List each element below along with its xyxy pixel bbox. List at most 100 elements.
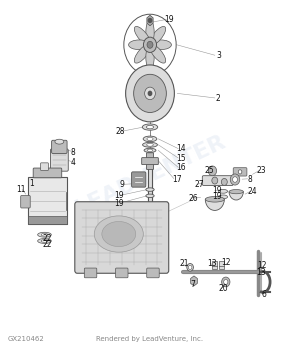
Circle shape <box>232 177 237 182</box>
Text: 19: 19 <box>212 186 222 195</box>
FancyBboxPatch shape <box>116 268 128 278</box>
FancyBboxPatch shape <box>75 202 169 273</box>
Text: 27: 27 <box>194 180 204 189</box>
Text: 24: 24 <box>248 187 257 196</box>
Text: 8: 8 <box>247 175 252 184</box>
Ellipse shape <box>188 265 192 270</box>
Text: 12: 12 <box>221 258 230 267</box>
FancyBboxPatch shape <box>52 140 67 153</box>
Text: 26: 26 <box>188 194 198 203</box>
FancyBboxPatch shape <box>147 268 159 278</box>
Text: 19: 19 <box>114 191 124 200</box>
Circle shape <box>222 277 230 287</box>
Circle shape <box>230 174 240 185</box>
Circle shape <box>238 170 242 174</box>
FancyBboxPatch shape <box>29 178 68 225</box>
Bar <box>219 261 224 270</box>
Text: 8: 8 <box>70 148 75 157</box>
Text: 19: 19 <box>212 192 222 201</box>
Text: 3: 3 <box>216 51 221 60</box>
Text: 23: 23 <box>256 166 266 175</box>
Ellipse shape <box>38 232 51 237</box>
FancyBboxPatch shape <box>21 196 30 208</box>
FancyBboxPatch shape <box>28 177 67 224</box>
Circle shape <box>148 91 152 96</box>
Circle shape <box>212 177 218 184</box>
FancyBboxPatch shape <box>146 153 154 169</box>
Ellipse shape <box>219 189 228 193</box>
Ellipse shape <box>142 142 158 147</box>
Ellipse shape <box>55 139 64 144</box>
Text: GX210462: GX210462 <box>7 336 44 342</box>
Text: 21: 21 <box>179 259 189 268</box>
Circle shape <box>148 19 152 22</box>
FancyBboxPatch shape <box>50 149 68 171</box>
Ellipse shape <box>150 40 171 50</box>
Bar <box>28 216 67 224</box>
Text: 11: 11 <box>16 186 26 195</box>
Polygon shape <box>190 276 197 286</box>
Ellipse shape <box>149 44 166 63</box>
Ellipse shape <box>146 125 154 129</box>
Text: 13: 13 <box>208 259 217 268</box>
Ellipse shape <box>187 264 194 271</box>
Text: 6: 6 <box>262 290 267 299</box>
Text: 17: 17 <box>172 175 182 184</box>
Ellipse shape <box>134 44 151 63</box>
Circle shape <box>221 178 227 186</box>
Circle shape <box>126 65 174 122</box>
Circle shape <box>134 74 166 112</box>
Ellipse shape <box>147 144 153 146</box>
Ellipse shape <box>41 233 48 236</box>
Circle shape <box>224 280 228 284</box>
Ellipse shape <box>143 136 157 142</box>
Text: 16: 16 <box>176 163 186 172</box>
Text: 25: 25 <box>205 166 214 175</box>
FancyBboxPatch shape <box>33 168 62 178</box>
Ellipse shape <box>147 149 153 152</box>
Text: 14: 14 <box>176 145 186 153</box>
Text: 19: 19 <box>114 199 124 208</box>
FancyBboxPatch shape <box>132 172 146 187</box>
Ellipse shape <box>146 188 154 191</box>
FancyBboxPatch shape <box>84 268 97 278</box>
Text: 15: 15 <box>176 154 186 163</box>
Ellipse shape <box>38 239 51 243</box>
Ellipse shape <box>41 240 48 242</box>
Text: 4: 4 <box>70 158 75 167</box>
Ellipse shape <box>149 27 166 46</box>
Ellipse shape <box>102 222 136 246</box>
Text: 22: 22 <box>43 234 52 243</box>
Ellipse shape <box>144 148 156 153</box>
Polygon shape <box>147 15 153 26</box>
Ellipse shape <box>142 124 158 130</box>
Text: 28: 28 <box>116 127 125 136</box>
Ellipse shape <box>205 197 224 202</box>
Ellipse shape <box>229 190 243 194</box>
Ellipse shape <box>134 27 151 46</box>
FancyBboxPatch shape <box>202 176 233 186</box>
FancyBboxPatch shape <box>142 158 158 164</box>
Text: 19: 19 <box>164 15 174 24</box>
Circle shape <box>208 166 217 176</box>
Bar <box>212 261 218 270</box>
Circle shape <box>145 87 155 100</box>
FancyBboxPatch shape <box>233 168 247 176</box>
Text: Rendered by LeadVenture, Inc.: Rendered by LeadVenture, Inc. <box>96 336 204 342</box>
Text: 9: 9 <box>119 180 124 189</box>
Ellipse shape <box>94 216 143 252</box>
FancyBboxPatch shape <box>40 163 48 170</box>
Text: 7: 7 <box>191 280 196 289</box>
Text: 13: 13 <box>256 268 266 277</box>
Wedge shape <box>205 199 224 210</box>
Ellipse shape <box>129 40 150 50</box>
Ellipse shape <box>146 45 154 70</box>
Ellipse shape <box>219 195 228 199</box>
Ellipse shape <box>147 137 153 141</box>
Text: 20: 20 <box>218 285 228 293</box>
Wedge shape <box>229 192 243 200</box>
Text: LEADVENTER: LEADVENTER <box>72 132 228 218</box>
Text: 12: 12 <box>257 261 266 271</box>
Text: 22: 22 <box>43 240 52 249</box>
Text: 1: 1 <box>29 179 34 188</box>
